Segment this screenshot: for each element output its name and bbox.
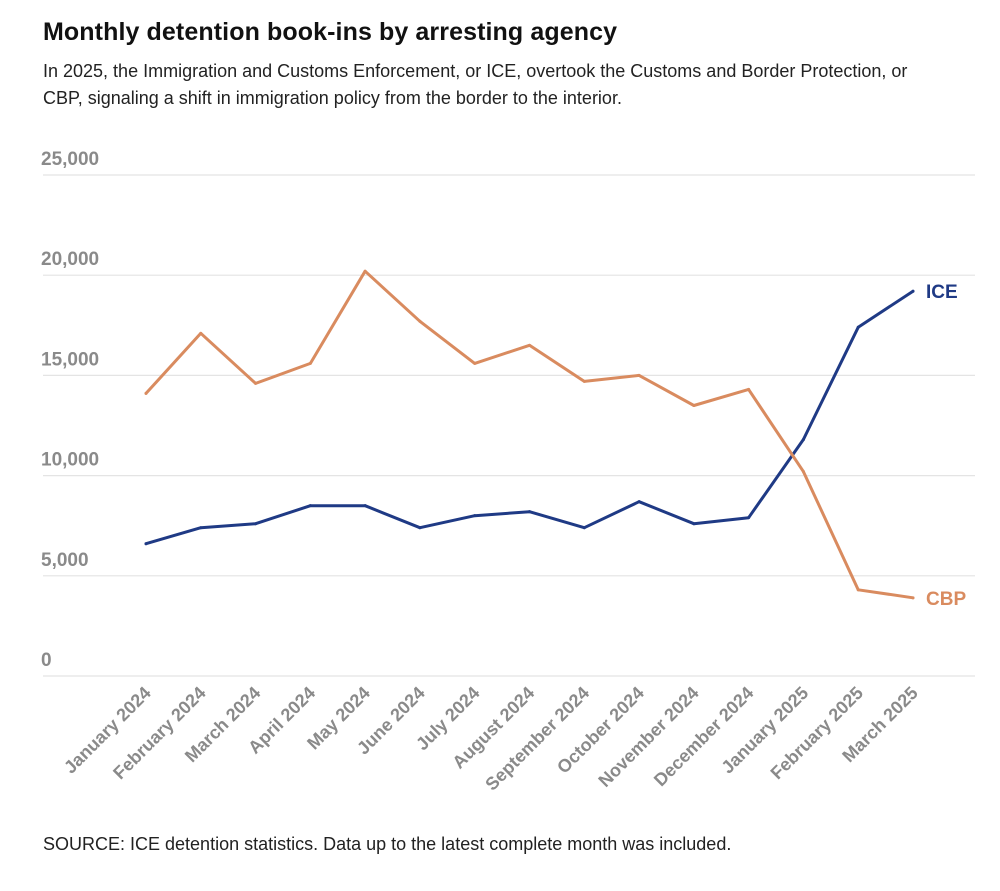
data-point-ice [199, 526, 203, 530]
data-point-cbp [418, 319, 422, 323]
data-point-ice [747, 516, 751, 520]
data-point-ice [528, 510, 531, 514]
x-tick-label: November 2024 [594, 683, 702, 791]
series-line-cbp [144, 269, 915, 600]
data-point-cbp [801, 470, 805, 474]
series-labels: ICE CBP [926, 282, 966, 610]
y-axis-ticks: 0 5,000 10,000 15,000 20,000 25,000 [41, 149, 99, 671]
data-point-cbp [254, 381, 258, 385]
series-label-ice: ICE [926, 282, 958, 303]
data-point-ice [418, 526, 422, 530]
data-point-ice [582, 526, 586, 530]
data-point-ice [692, 522, 696, 526]
data-point-ice [144, 542, 148, 546]
data-point-cbp [528, 343, 531, 347]
x-tick-label: February 2025 [767, 683, 867, 783]
x-tick-label: February 2024 [109, 683, 209, 783]
series-label-cbp: CBP [926, 589, 966, 610]
chart-subtitle: In 2025, the Immigration and Customs Enf… [43, 61, 908, 108]
gridlines [43, 174, 975, 677]
chart-title: Monthly detention book-ins by arresting … [43, 18, 618, 46]
source-note: SOURCE: ICE detention statistics. Data u… [43, 834, 732, 854]
data-point-cbp [363, 269, 367, 273]
data-point-ice [637, 500, 641, 504]
data-point-cbp [637, 373, 641, 377]
y-tick-label: 5,000 [41, 550, 89, 571]
series-line-ice [144, 289, 915, 546]
y-tick-label: 10,000 [41, 450, 99, 471]
data-point-cbp [911, 596, 915, 600]
series-lines [144, 269, 915, 600]
data-point-cbp [747, 387, 751, 391]
y-tick-label: 20,000 [41, 249, 99, 270]
data-point-cbp [308, 361, 312, 365]
data-point-cbp [856, 588, 860, 592]
data-point-ice [254, 522, 258, 526]
y-tick-label: 25,000 [41, 149, 99, 170]
x-tick-label: December 2024 [650, 683, 758, 791]
data-point-ice [363, 504, 367, 508]
data-point-ice [473, 514, 477, 518]
y-tick-label: 0 [41, 650, 52, 671]
data-point-cbp [692, 403, 696, 407]
x-tick-label: September 2024 [481, 683, 593, 795]
data-point-ice [801, 438, 805, 442]
data-point-cbp [144, 391, 148, 395]
data-point-cbp [473, 361, 477, 365]
y-tick-label: 15,000 [41, 349, 99, 370]
data-point-ice [856, 325, 860, 329]
data-point-cbp [199, 331, 203, 335]
data-point-ice [911, 289, 915, 293]
data-point-cbp [582, 379, 586, 383]
data-point-ice [308, 504, 312, 508]
